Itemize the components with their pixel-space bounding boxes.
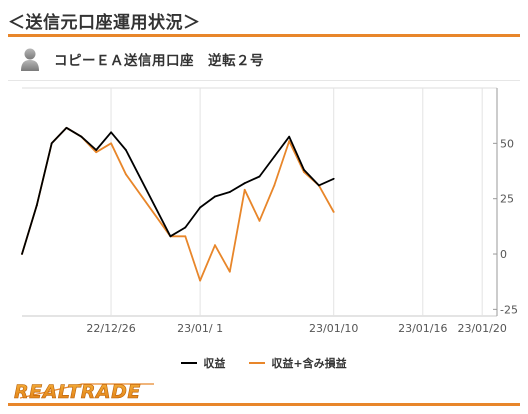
data-point-total — [288, 140, 291, 143]
x-tick-label: 23/01/10 — [309, 322, 358, 335]
data-point-total — [199, 279, 202, 282]
data-point-profit — [169, 235, 172, 238]
data-point-profit — [228, 191, 231, 193]
data-point-profit — [95, 149, 98, 151]
y-tick-label: 50 — [500, 137, 514, 150]
chart-legend: 収益 収益+含み損益 — [0, 354, 528, 372]
data-point-total — [228, 270, 231, 273]
x-tick-label: 23/01/ 1 — [177, 322, 223, 335]
legend-swatch-profit — [181, 362, 198, 364]
x-tick-label: 23/01/16 — [398, 322, 447, 335]
data-point-profit — [288, 135, 291, 138]
legend-label-profit: 収益 — [203, 357, 226, 370]
data-point-profit — [214, 195, 216, 198]
data-point-profit — [35, 204, 38, 207]
data-point-profit — [243, 182, 246, 185]
data-point-total — [214, 244, 216, 247]
legend-item-total[interactable]: 収益+含み損益 — [249, 355, 347, 371]
data-point-profit — [65, 126, 68, 129]
data-point-total — [258, 219, 261, 222]
data-point-profit — [125, 149, 127, 151]
page-header: ＜送信元口座運用状況＞ — [8, 4, 520, 37]
y-tick-label: 25 — [500, 193, 514, 206]
y-tick-label: 0 — [500, 248, 507, 261]
page-title: ＜送信元口座運用状況＞ — [8, 13, 201, 33]
data-point-profit — [199, 206, 202, 209]
data-point-total — [332, 211, 335, 213]
data-point-total — [243, 188, 246, 191]
data-point-profit — [303, 169, 305, 171]
realtrade-logo: REALTRADE — [12, 376, 162, 404]
legend-label-total: 収益+含み損益 — [271, 357, 347, 370]
profit-line-chart: 22/12/26 23/01/ 1 23/01/10 23/01/16 23/01/20… — [21, 87, 518, 335]
account-divider — [8, 80, 520, 81]
x-tick-label: 23/01/20 — [457, 322, 506, 335]
series-line-profit — [21, 126, 335, 255]
series-line-total — [21, 126, 335, 282]
data-point-profit — [110, 131, 112, 134]
data-point-profit — [317, 184, 320, 187]
data-point-profit — [50, 142, 53, 145]
data-point-total — [95, 151, 98, 154]
y-tick-label: -25 — [500, 303, 518, 316]
data-point-total — [273, 184, 276, 187]
data-point-total — [184, 235, 187, 238]
svg-text:REALTRADE: REALTRADE — [14, 381, 141, 403]
legend-swatch-total — [249, 362, 266, 364]
footer-line — [8, 403, 520, 406]
person-silhouette-icon — [20, 47, 40, 71]
x-tick-label: 22/12/26 — [86, 322, 135, 335]
data-point-profit — [184, 226, 187, 229]
account-name: コピーＥＡ送信用口座 逆転２号 — [54, 53, 264, 69]
data-point-profit — [273, 155, 276, 158]
data-point-total — [110, 142, 112, 145]
data-point-total — [125, 173, 127, 176]
legend-item-profit[interactable]: 収益 — [181, 355, 225, 371]
data-point-profit — [80, 135, 83, 138]
account-row: コピーＥＡ送信用口座 逆転２号 — [20, 46, 264, 72]
data-point-profit — [258, 175, 261, 178]
data-point-profit — [21, 253, 23, 255]
data-point-profit — [332, 177, 335, 180]
